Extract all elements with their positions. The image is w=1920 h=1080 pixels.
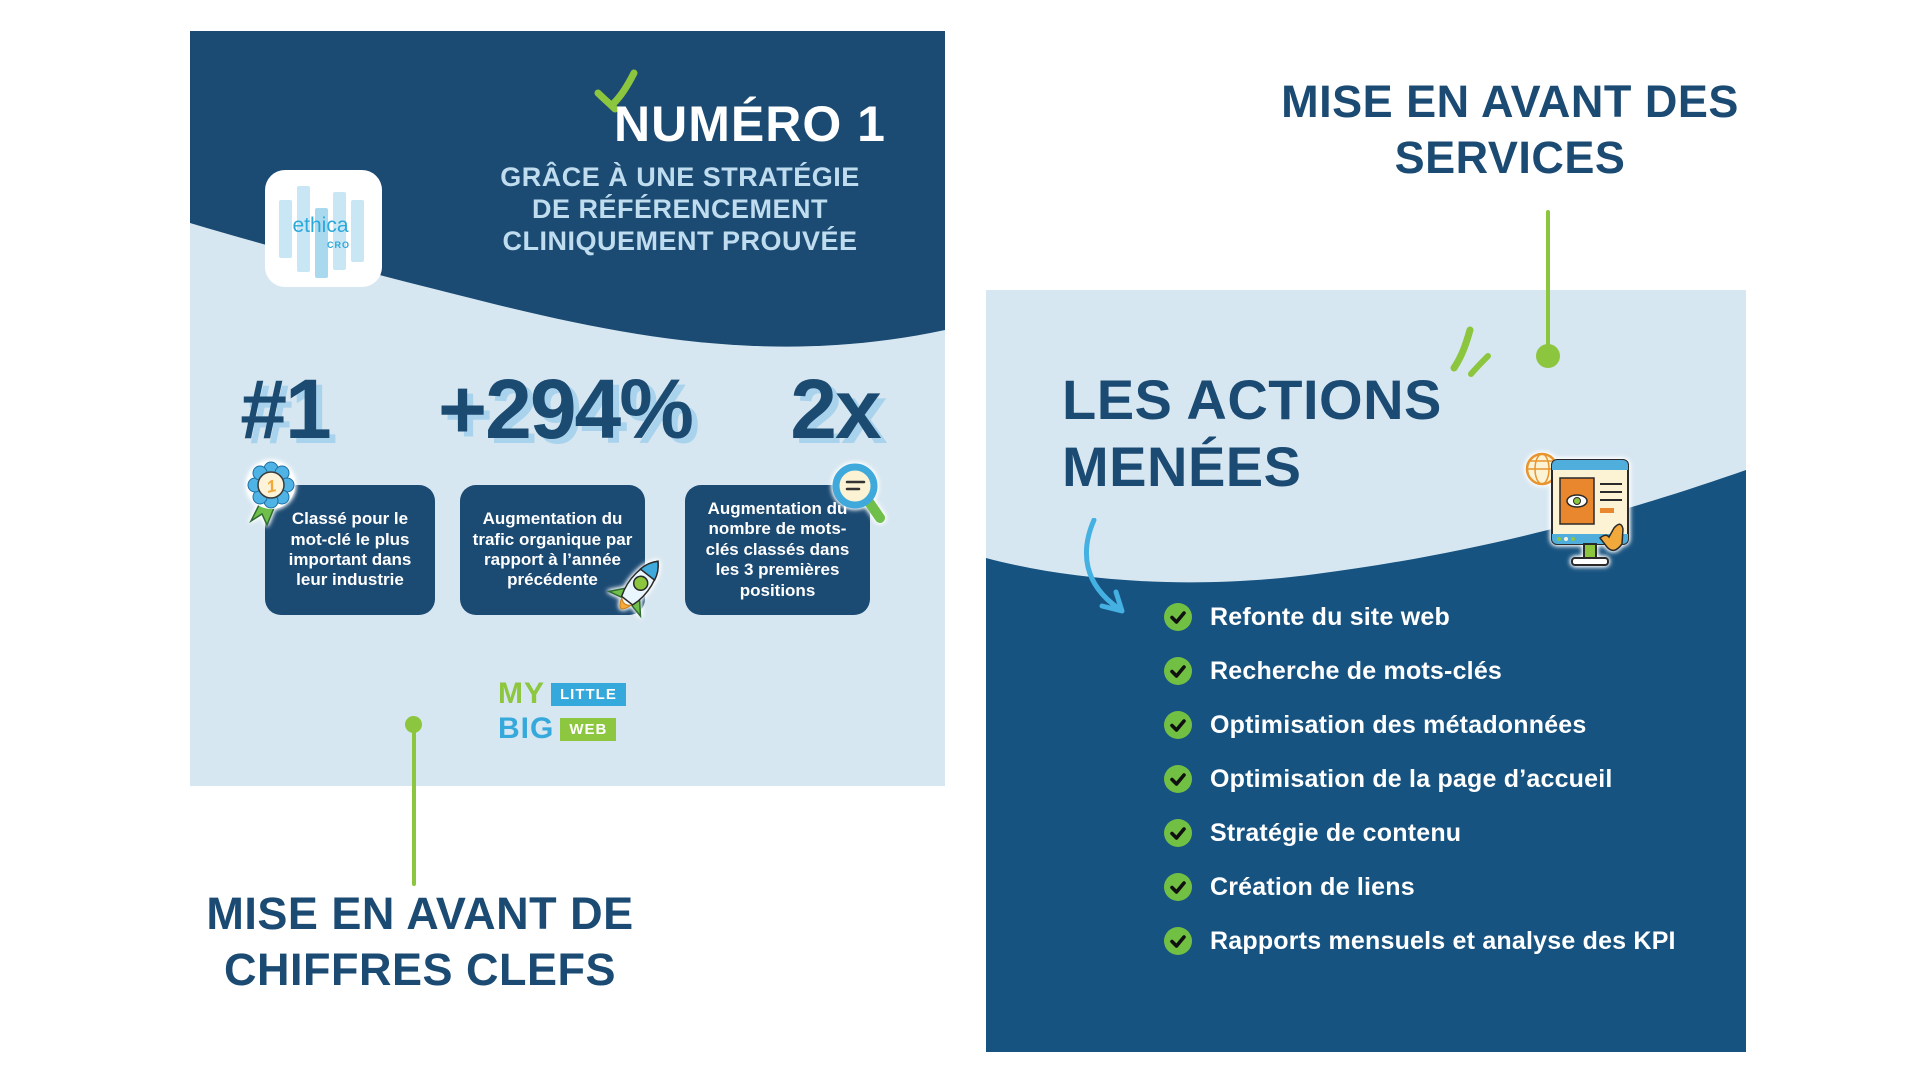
connector-dot-chiffres xyxy=(405,716,422,733)
sparkle-icon xyxy=(1450,326,1491,377)
checklist-item: Refonte du site web xyxy=(1164,602,1676,632)
check-icon xyxy=(1164,603,1192,631)
checklist-item: Stratégie de contenu xyxy=(1164,818,1676,848)
subtitle-line: DE RÉFÉRENCEMENT xyxy=(531,193,829,224)
post-card-actions: LES ACTIONS MENÉES xyxy=(986,290,1746,1052)
checklist-item: Optimisation de la page d’accueil xyxy=(1164,764,1676,794)
connector-dot-services xyxy=(1536,344,1560,368)
stat-value-rank: #1 xyxy=(240,362,331,456)
ethica-logo-name: ethica xyxy=(292,214,349,237)
check-icon xyxy=(1164,819,1192,847)
subtitle-line: CLINIQUEMENT PROUVÉE xyxy=(502,225,858,256)
sparkle-icon xyxy=(594,69,638,113)
logo-bar xyxy=(297,186,310,272)
actions-checklist: Refonte du site web Recherche de mots-cl… xyxy=(1164,602,1676,956)
checklist-item: Recherche de mots-clés xyxy=(1164,656,1676,686)
checklist-item: Création de liens xyxy=(1164,872,1676,902)
brand-word-little: LITTLE xyxy=(551,682,626,706)
check-icon xyxy=(1164,657,1192,685)
subtitle-line: GRÂCE À UNE STRATÉGIE xyxy=(500,162,860,192)
post-subtitle: GRÂCE À UNE STRATÉGIE DE RÉFÉRENCEMENT C… xyxy=(415,162,945,258)
logo-bar xyxy=(351,200,364,262)
brand-word-my: MY xyxy=(498,677,545,710)
annotation-line: MISE EN AVANT DES xyxy=(1281,76,1739,127)
checklist-item: Optimisation des métadonnées xyxy=(1164,710,1676,740)
monitor-icon xyxy=(1525,452,1629,566)
connector-line-services xyxy=(1546,210,1550,350)
checklist-label: Stratégie de contenu xyxy=(1210,819,1462,847)
stat-description-card: Augmentation du nombre de mots-clés clas… xyxy=(685,485,870,615)
checklist-label: Optimisation des métadonnées xyxy=(1210,711,1587,739)
annotation-services: MISE EN AVANT DES SERVICES xyxy=(1270,74,1750,187)
brand-row: MY LITTLE xyxy=(498,679,626,709)
brand-row: BIG WEB xyxy=(498,714,626,744)
check-icon xyxy=(1164,765,1192,793)
annotation-line: MISE EN AVANT DE xyxy=(206,888,634,939)
check-icon xyxy=(1164,927,1192,955)
post-card-numero1: NUMÉRO 1 GRÂCE À UNE STRATÉGIE DE RÉFÉRE… xyxy=(190,31,945,786)
ethica-logo-sub: CRO xyxy=(327,240,350,250)
stat-value-keywords: 2x xyxy=(790,362,881,456)
check-icon xyxy=(1164,873,1192,901)
actions-title-line1: LES ACTIONS xyxy=(1062,368,1442,431)
post-title: NUMÉRO 1 xyxy=(614,96,886,152)
medal-number: 1 xyxy=(265,476,278,497)
annotation-line: CHIFFRES CLEFS xyxy=(223,944,616,996)
stat-description-card: Classé pour le mot-clé le plus important… xyxy=(265,485,435,615)
checklist-label: Optimisation de la page d’accueil xyxy=(1210,765,1613,793)
rocket-icon xyxy=(606,560,659,619)
medal-icon: 1 xyxy=(247,461,295,527)
actions-title: LES ACTIONS MENÉES xyxy=(1062,366,1442,500)
check-icon xyxy=(1164,711,1192,739)
magnifier-icon xyxy=(832,463,885,523)
curved-arrow-icon xyxy=(1083,518,1125,614)
connector-line-chiffres xyxy=(412,731,416,886)
hand-cursor-icon xyxy=(1598,523,1624,552)
checklist-item: Rapports mensuels et analyse des KPI xyxy=(1164,926,1676,956)
ethica-cro-logo: ethica CRO xyxy=(265,170,382,287)
stat-value-traffic: +294% xyxy=(438,362,694,456)
annotation-line: SERVICES xyxy=(1394,132,1626,184)
mylittlebigweb-logo: MY LITTLE BIG WEB xyxy=(498,679,626,744)
checklist-label: Création de liens xyxy=(1210,873,1415,901)
checklist-label: Refonte du site web xyxy=(1210,603,1450,631)
checklist-label: Rapports mensuels et analyse des KPI xyxy=(1210,927,1676,955)
annotation-chiffres-clefs: MISE EN AVANT DE CHIFFRES CLEFS xyxy=(160,886,680,999)
logo-bar xyxy=(279,200,292,258)
brand-word-web: WEB xyxy=(560,717,617,741)
logo-bar xyxy=(315,208,328,278)
brand-word-big: BIG xyxy=(498,712,555,745)
logo-bar xyxy=(333,192,346,270)
actions-title-line2: MENÉES xyxy=(1062,435,1302,499)
checklist-label: Recherche de mots-clés xyxy=(1210,657,1503,685)
